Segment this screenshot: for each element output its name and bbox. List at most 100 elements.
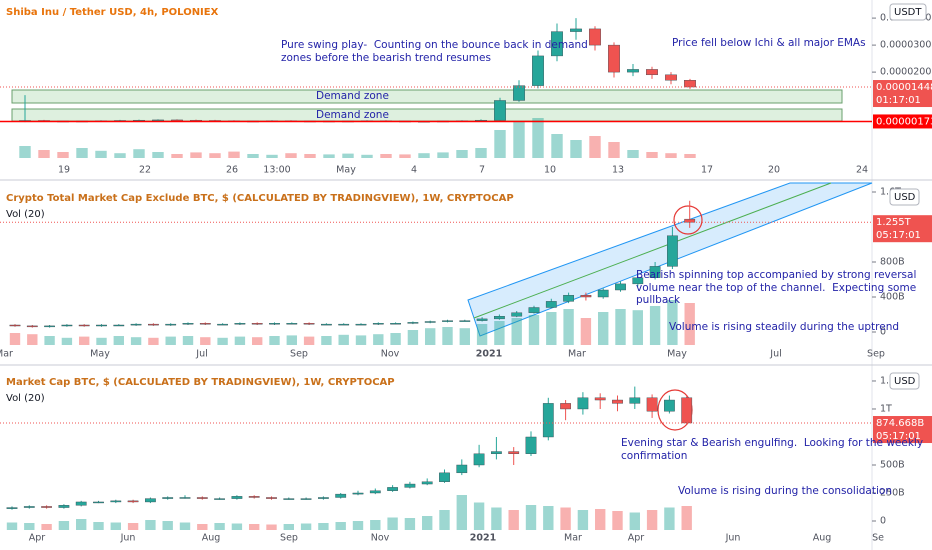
x-tick-label: Sep	[280, 533, 298, 544]
volume-bar	[6, 522, 18, 530]
volume-bar	[335, 522, 346, 530]
volume-bar	[179, 522, 191, 530]
candle-body	[577, 397, 589, 410]
volume-bar	[589, 136, 601, 158]
volume-bar	[629, 512, 640, 530]
candle-body	[494, 100, 506, 121]
candle-body	[248, 496, 260, 498]
x-tick-label: 24	[856, 165, 868, 176]
candle-body	[508, 451, 520, 454]
annotation: Evening star & Bearish engulfing. Lookin…	[621, 437, 923, 449]
candle-body	[532, 55, 544, 86]
candle-body	[681, 397, 693, 424]
candle-body	[560, 403, 571, 410]
x-tick-label: Nov	[371, 533, 390, 544]
volume-bar	[300, 523, 312, 530]
candle-body	[214, 498, 225, 500]
candle-body	[646, 69, 658, 76]
y-tick-label: 800B	[880, 257, 905, 268]
candle-body	[352, 492, 364, 495]
candle-body	[96, 324, 107, 327]
volume-bar	[615, 309, 626, 345]
candle-body	[26, 325, 38, 328]
x-tick-label: 2021	[470, 533, 496, 544]
volume-bar	[442, 327, 453, 345]
volume-bar	[145, 520, 156, 530]
x-tick-label: 10	[544, 165, 556, 176]
volume-bar	[113, 336, 124, 345]
candle-body	[58, 505, 70, 508]
candle-body	[390, 323, 401, 325]
price-tag-label: 0.00000173	[876, 116, 932, 127]
volume-bar	[44, 336, 55, 345]
volume-bar	[148, 337, 159, 345]
volume-bar	[152, 152, 164, 158]
y-tick-label: 0.00003000	[880, 40, 932, 51]
y-tick-label: 400B	[880, 292, 905, 303]
volume-bar	[595, 509, 606, 530]
candle-body	[649, 266, 661, 278]
candle-body	[231, 496, 243, 499]
volume-bar	[563, 309, 574, 345]
candle-body	[300, 498, 312, 500]
candle-body	[127, 500, 139, 503]
volume-bar	[437, 152, 449, 158]
countdown: 05:17:01	[876, 230, 921, 241]
candle-body	[632, 277, 644, 285]
x-tick-label: Nov	[381, 349, 400, 360]
candle-body	[545, 301, 557, 308]
marks: 0.000040000.000030000.000020000.00000173…	[0, 3, 932, 544]
x-tick-label: 17	[701, 165, 713, 176]
volume-bar	[543, 506, 554, 530]
volume-bar	[494, 130, 506, 158]
volume-bar	[133, 149, 145, 158]
candle-body	[563, 295, 574, 302]
candle-body	[251, 323, 263, 325]
volume-bar	[171, 154, 183, 158]
y-tick-label: 500B	[880, 459, 905, 470]
candle-body	[615, 283, 626, 291]
x-tick-label: May	[667, 349, 687, 360]
countdown: 05:17:01	[876, 431, 921, 442]
volume-bar	[285, 153, 297, 158]
volume-bar	[19, 146, 31, 158]
volume-bar	[249, 524, 260, 530]
currency-box	[889, 188, 920, 206]
candle-body	[459, 320, 471, 322]
x-tick-label: 13:00	[263, 165, 290, 176]
candle-body	[41, 506, 52, 508]
candle-body	[439, 472, 450, 482]
candle-body	[627, 69, 639, 73]
x-tick-label: Jul	[195, 349, 207, 360]
x-tick-label: Aug	[202, 533, 221, 544]
candle-body	[494, 316, 505, 320]
candle-body	[335, 493, 347, 498]
candle-body	[283, 498, 295, 500]
volume-bar	[528, 315, 540, 345]
volume-label: Vol (20)	[6, 393, 45, 404]
volume-bar	[9, 333, 21, 345]
x-tick-label: 26	[226, 165, 238, 176]
candle-body	[75, 501, 87, 506]
volume-bar	[286, 335, 297, 345]
price-tag-label: 874.668B	[876, 418, 924, 429]
volume-bar	[76, 519, 87, 530]
candle-body	[165, 323, 177, 326]
volume-bar	[190, 152, 202, 158]
volume-bar	[303, 336, 315, 345]
candle-body	[597, 289, 609, 298]
candle-body	[61, 324, 73, 327]
volume-bar	[209, 153, 221, 158]
x-tick-label: May	[336, 165, 356, 176]
volume-bar	[491, 507, 502, 530]
volume-bar	[404, 518, 416, 530]
volume-bar	[612, 511, 623, 530]
volume-bar	[266, 524, 277, 530]
candle-body	[321, 323, 332, 326]
volume-bar	[197, 524, 208, 530]
candle-body	[6, 507, 18, 509]
volume-bar	[217, 337, 228, 345]
volume-bar	[380, 154, 392, 158]
pane-title: Market Cap BTC, $ (CALCULATED BY TRADING…	[6, 377, 395, 388]
candle-body	[542, 403, 554, 438]
